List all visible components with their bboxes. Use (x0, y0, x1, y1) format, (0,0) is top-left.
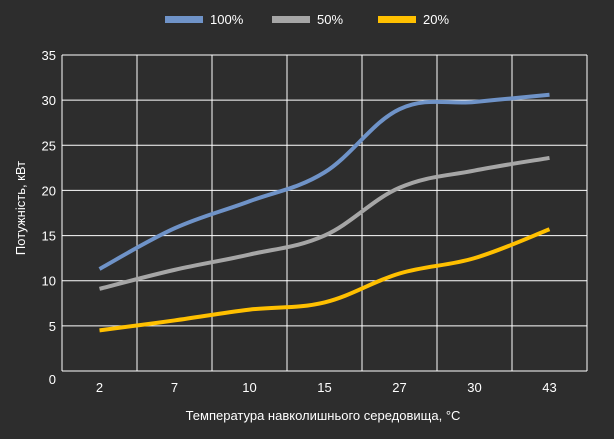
x-tick-labels: 2 7 10 15 27 30 43 (96, 380, 557, 395)
y-tick-label: 30 (42, 93, 56, 108)
x-tick-label: 30 (467, 380, 481, 395)
legend-swatch-1 (272, 16, 310, 23)
legend: 100% 50% 20% (165, 12, 449, 27)
grid (61, 54, 588, 372)
y-tick-label: 10 (42, 274, 56, 289)
y-tick-label: 25 (42, 138, 56, 153)
y-axis-title: Потужність, кВт (13, 161, 28, 255)
legend-label-2: 20% (423, 12, 449, 27)
legend-label-0: 100% (210, 12, 244, 27)
x-tick-label: 10 (242, 380, 256, 395)
series-line-2 (99, 227, 551, 333)
legend-swatch-2 (378, 16, 416, 23)
x-tick-label: 15 (317, 380, 331, 395)
series-lines (98, 92, 551, 333)
legend-label-1: 50% (317, 12, 343, 27)
y-tick-label: 35 (42, 48, 56, 63)
y-tick-label: 20 (42, 183, 56, 198)
series-line-0 (98, 92, 550, 271)
x-tick-label: 43 (542, 380, 556, 395)
y-tick-labels: 0 5 10 15 20 25 30 35 (42, 48, 56, 387)
x-tick-label: 2 (96, 380, 103, 395)
x-tick-label: 27 (392, 380, 406, 395)
y-tick-label: 5 (49, 319, 56, 334)
y-tick-label: 0 (49, 372, 56, 387)
series-line-1 (99, 155, 550, 291)
x-axis-title: Температура навколишнього середовища, °C (186, 408, 461, 423)
legend-swatch-0 (165, 16, 203, 23)
y-tick-label: 15 (42, 229, 56, 244)
x-tick-label: 7 (171, 380, 178, 395)
